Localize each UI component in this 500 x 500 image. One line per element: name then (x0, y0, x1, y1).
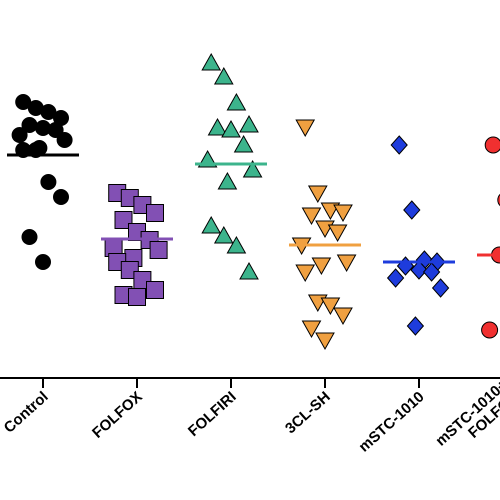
point (390, 135, 408, 155)
point (27, 100, 44, 116)
point (56, 132, 73, 148)
point (217, 171, 238, 190)
point (386, 268, 405, 288)
point (146, 281, 164, 299)
point (128, 288, 146, 306)
point (40, 174, 57, 190)
x-tick-label: mSTC-1010+FOLFOX (432, 376, 500, 461)
point (213, 66, 234, 85)
point (307, 185, 328, 204)
point (53, 189, 69, 205)
point (403, 200, 421, 220)
point (114, 211, 133, 229)
point (242, 159, 263, 178)
point (320, 297, 341, 316)
x-tick-label: FOLFIRI (185, 388, 240, 440)
point (484, 136, 500, 154)
x-tick-label-line: FOLFOX (89, 388, 146, 441)
point (239, 114, 259, 133)
point (201, 215, 222, 234)
x-tick-label-line: mSTC-1010 (356, 388, 428, 455)
point (53, 110, 69, 126)
x-tick-label-line: FOLFIRI (185, 388, 240, 440)
point (431, 278, 450, 298)
x-tick-label-line: 3CL-SH (282, 388, 334, 437)
point (21, 229, 38, 245)
point (295, 119, 316, 138)
point (422, 262, 441, 282)
point (301, 320, 322, 339)
point (35, 254, 51, 270)
point (311, 257, 332, 276)
x-tick-label-line: Control (1, 388, 52, 436)
point (410, 260, 428, 280)
x-tick-label: FOLFOX (89, 388, 146, 441)
point (201, 52, 222, 71)
point (336, 254, 357, 273)
point (406, 316, 425, 336)
point (149, 241, 168, 259)
point (396, 256, 415, 276)
point (481, 321, 499, 339)
point (239, 261, 259, 280)
point (35, 120, 51, 136)
point (295, 264, 316, 283)
x-tick-label: mSTC-1010 (356, 388, 428, 455)
point (333, 307, 353, 326)
point (21, 117, 38, 133)
x-tick-label: Control (1, 388, 52, 436)
point (11, 127, 28, 143)
point (301, 207, 322, 226)
point (226, 235, 247, 254)
point (226, 92, 247, 111)
point (221, 119, 241, 138)
x-tick-label: 3CL-SH (282, 388, 334, 437)
point (497, 193, 500, 207)
point (333, 204, 353, 223)
point (315, 332, 335, 351)
point (233, 134, 254, 153)
point (213, 225, 234, 244)
point (15, 94, 32, 110)
point (146, 204, 164, 222)
point (327, 224, 348, 243)
point (207, 117, 228, 136)
point (40, 104, 57, 120)
